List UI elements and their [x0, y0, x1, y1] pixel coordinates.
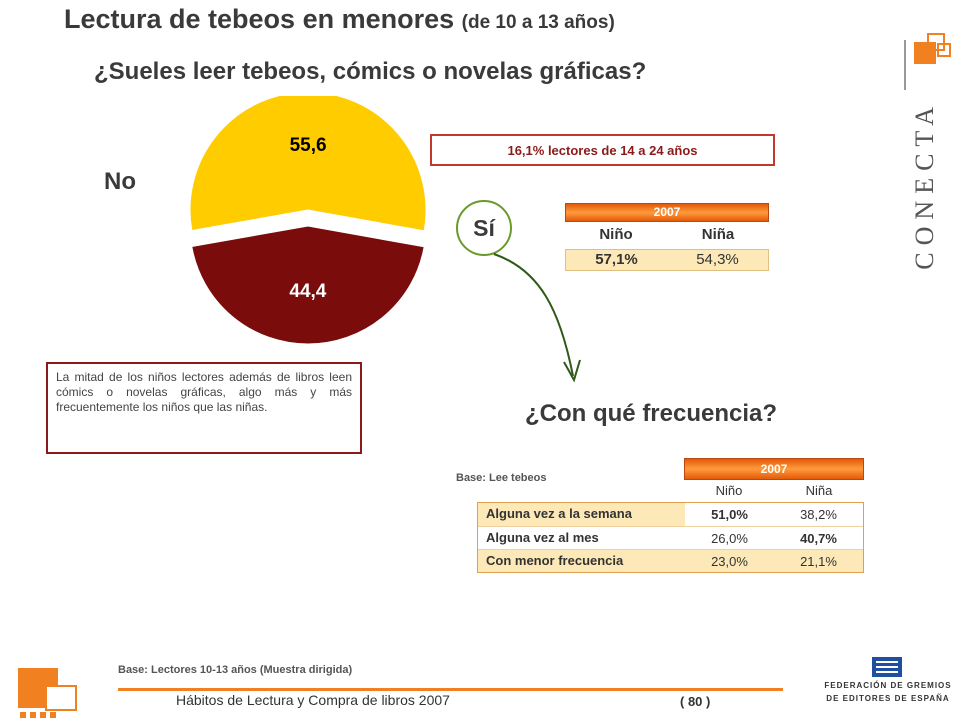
arrow-connector — [493, 253, 581, 383]
cell-nino: 26,0% — [711, 530, 748, 546]
cell-nina: 40,7% — [800, 530, 837, 546]
cell-nino: 51,0% — [711, 507, 748, 522]
federation-line1: FEDERACIÓN DE GREMIOS — [824, 681, 952, 690]
table2-year-header: 2007 — [684, 458, 864, 480]
row-label: Alguna vez a la semana — [478, 503, 685, 526]
table2-col-nina: Niña — [805, 483, 833, 498]
label-si-circle: Sí — [456, 200, 512, 256]
logo-squares-icon — [904, 33, 951, 90]
row-label: Alguna vez al mes — [486, 530, 599, 545]
table-row: Alguna vez a la semana 51,0% 38,2% — [478, 503, 863, 526]
title-main: Lectura de tebeos en menores — [64, 4, 455, 34]
table1-value-nino: 57,1% — [595, 251, 638, 268]
page-title: Lectura de tebeos en menores (de 10 a 13… — [64, 4, 615, 35]
row-label: Con menor frecuencia — [486, 553, 624, 568]
pie-slice-si — [189, 96, 427, 232]
table2-col-nino: Niño — [715, 483, 743, 498]
base-lectores: Base: Lectores 10-13 años (Muestra dirig… — [118, 664, 353, 676]
title-sub: (de 10 a 13 años) — [461, 12, 615, 33]
corner-squares-icon — [18, 668, 77, 718]
table1-value-nina: 54,3% — [696, 251, 739, 268]
arrow-line — [493, 253, 574, 377]
table-row: Alguna vez al mes 26,0% 40,7% — [478, 526, 863, 549]
callout-box: 16,1% lectores de 14 a 24 años — [430, 134, 775, 166]
pie-label-no: 44,4 — [289, 281, 326, 302]
pie-label-si: 55,6 — [290, 135, 327, 156]
table1-col-nina: Niña — [701, 226, 735, 243]
table1-year-header: 2007 — [565, 203, 769, 222]
cell-nina: 21,1% — [800, 553, 837, 569]
cell-nina: 38,2% — [800, 507, 837, 522]
survey-question: ¿Sueles leer tebeos, cómics o novelas gr… — [94, 58, 647, 85]
footer-divider — [118, 688, 783, 691]
arrow-head-icon — [563, 359, 581, 383]
pie-slice-no — [191, 225, 425, 345]
brand-name: CONECTA — [910, 100, 939, 270]
table1-columns: Niño Niña — [565, 226, 769, 248]
table2-columns: Niño Niña — [684, 483, 864, 501]
note-box: La mitad de los niños lectores además de… — [46, 362, 362, 454]
federation-emblem-icon — [872, 657, 902, 677]
cell-nino: 23,0% — [711, 553, 748, 569]
table1-col-nino: Niño — [599, 226, 633, 243]
table1-values: 57,1% 54,3% — [565, 249, 769, 271]
table-row: Con menor frecuencia 23,0% 21,1% — [478, 549, 863, 572]
pie-chart: 44,4 55,6 — [189, 96, 427, 345]
federation-name: FEDERACIÓN DE GREMIOS DE EDITORES DE ESP… — [820, 679, 956, 705]
page-number: ( 80 ) — [680, 694, 711, 709]
federation-line2: DE EDITORES DE ESPAÑA — [826, 694, 950, 703]
base-lee-tebeos: Base: Lee tebeos — [456, 472, 547, 484]
footer-title: Hábitos de Lectura y Compra de libros 20… — [176, 692, 450, 708]
frequency-table: Alguna vez a la semana 51,0% 38,2% Algun… — [477, 502, 864, 573]
frequency-question: ¿Con qué frecuencia? — [525, 400, 778, 427]
label-no: No — [104, 168, 136, 195]
federation-logo: FEDERACIÓN DE GREMIOS DE EDITORES DE ESP… — [820, 655, 956, 717]
conecta-logo: CONECTA — [900, 30, 958, 270]
